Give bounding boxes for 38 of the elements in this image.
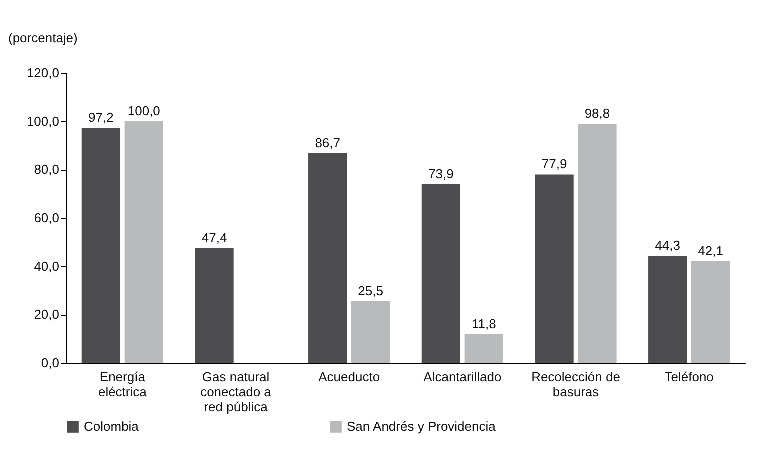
y-tick-label: 60,0: [34, 210, 60, 226]
x-tick-label: Recolección de basuras: [532, 370, 620, 400]
data-label: 77,9: [542, 156, 568, 172]
y-tick-label: 100,0: [26, 114, 60, 129]
data-label: 25,5: [358, 283, 384, 298]
x-tick-label: Alcantarillado: [424, 370, 502, 384]
data-label: 73,9: [428, 166, 454, 182]
y-tick-label: 80,0: [34, 162, 60, 178]
bar: [535, 174, 574, 363]
data-label: 47,4: [202, 230, 228, 246]
bar: [578, 124, 617, 363]
data-label: 97,2: [88, 110, 114, 126]
x-tick-label: Gas natural conectado a red pública: [200, 370, 272, 414]
bar: [351, 301, 390, 363]
x-tick-label: Teléfono: [664, 370, 714, 384]
bar: [464, 334, 504, 363]
data-label: 42,1: [698, 243, 724, 258]
data-label: 98,8: [584, 106, 610, 122]
y-axis-title: (porcentaje): [8, 30, 78, 46]
y-tick-label: 20,0: [34, 307, 60, 322]
bar: [82, 128, 121, 363]
data-label: 86,7: [315, 135, 341, 150]
legend-label: Colombia: [84, 419, 140, 434]
bar: [648, 256, 688, 363]
x-tick-label: Acueducto: [318, 370, 380, 384]
bar: [691, 261, 730, 363]
bar: [422, 184, 461, 363]
legend-label: San Andrés y Providencia: [347, 419, 497, 434]
bar: [195, 248, 234, 363]
data-label: 100,0: [128, 103, 160, 118]
y-tick-label: 120,0: [26, 66, 60, 80]
data-label: 11,8: [472, 316, 496, 332]
data-label: 44,3: [655, 238, 681, 253]
bar: [308, 153, 348, 363]
y-tick-label: 40,0: [34, 258, 60, 274]
y-tick-label: 0,0: [41, 356, 60, 370]
x-tick-label: Energía eléctrica: [98, 370, 148, 400]
bar: [124, 121, 164, 363]
